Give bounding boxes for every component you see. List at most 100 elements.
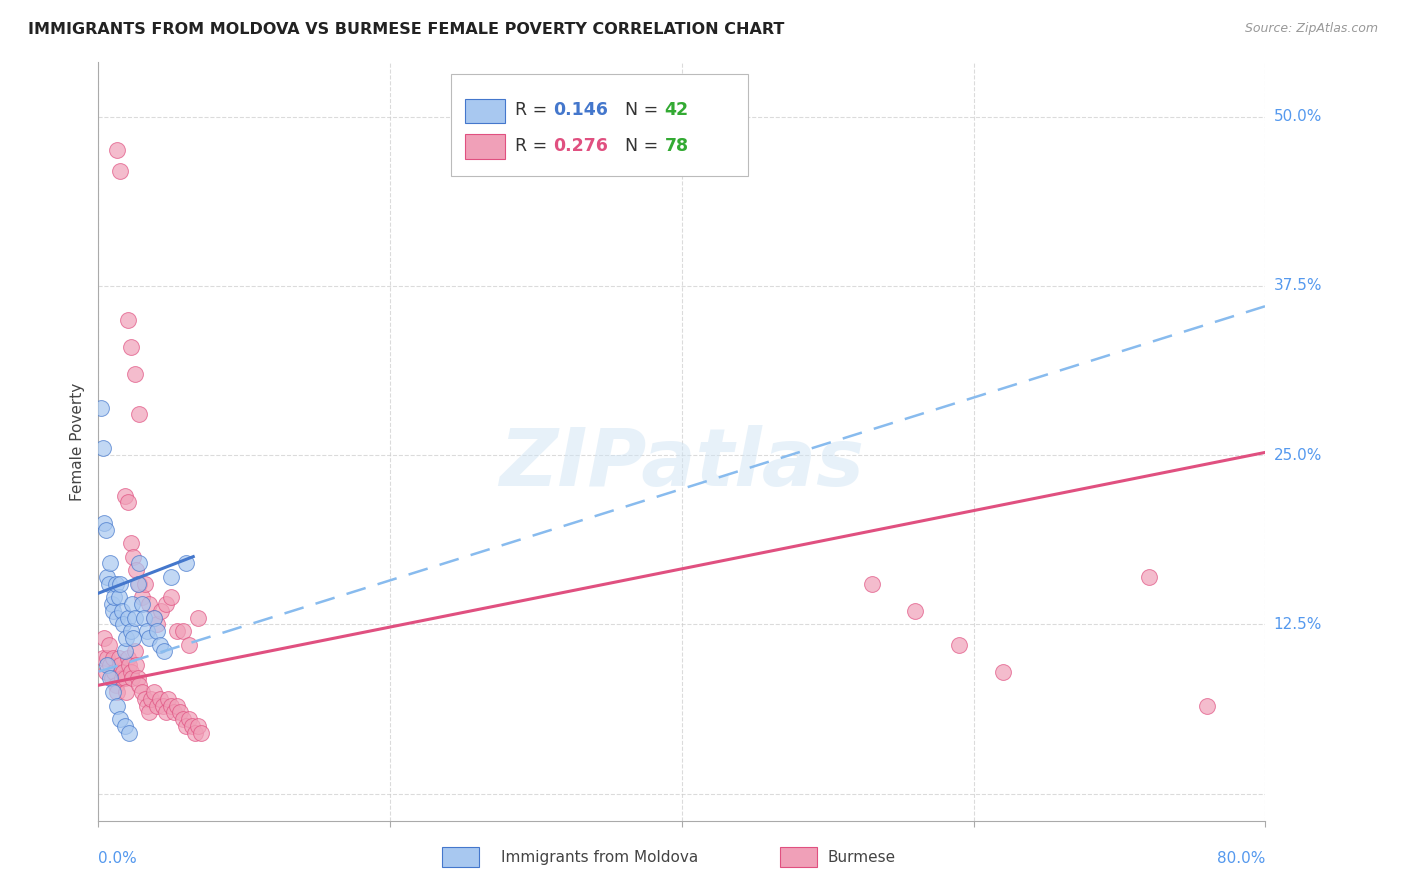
Text: 0.0%: 0.0% — [98, 851, 138, 866]
Point — [904, 604, 927, 618]
Point — [160, 570, 183, 584]
FancyBboxPatch shape — [780, 847, 817, 867]
Point — [138, 597, 160, 611]
Point — [124, 610, 146, 624]
Point — [142, 610, 165, 624]
Point — [991, 665, 1014, 679]
Point — [187, 719, 209, 733]
Point — [117, 651, 139, 665]
Point — [128, 557, 150, 571]
Point — [166, 698, 188, 713]
Text: 78: 78 — [665, 136, 689, 155]
Point — [110, 576, 132, 591]
Point — [157, 691, 180, 706]
Point — [160, 698, 183, 713]
Point — [124, 644, 146, 658]
Text: Source: ZipAtlas.com: Source: ZipAtlas.com — [1244, 22, 1378, 36]
FancyBboxPatch shape — [465, 135, 505, 159]
Text: ZIPatlas: ZIPatlas — [499, 425, 865, 503]
Point — [114, 672, 136, 686]
Point — [120, 665, 142, 679]
Text: R =: R = — [515, 101, 553, 120]
Point — [155, 597, 177, 611]
Point — [96, 651, 118, 665]
Point — [146, 624, 169, 639]
Point — [101, 685, 124, 699]
Point — [948, 638, 970, 652]
Point — [112, 617, 135, 632]
Point — [860, 576, 883, 591]
Text: Immigrants from Moldova: Immigrants from Moldova — [501, 849, 699, 864]
Point — [93, 631, 115, 645]
Point — [117, 312, 139, 326]
Text: 42: 42 — [665, 101, 689, 120]
Point — [104, 576, 127, 591]
Point — [139, 691, 162, 706]
Point — [105, 144, 128, 158]
Point — [103, 591, 125, 605]
Point — [142, 610, 165, 624]
Point — [125, 563, 148, 577]
Point — [180, 719, 202, 733]
Point — [149, 638, 172, 652]
Point — [131, 591, 153, 605]
Point — [166, 624, 188, 639]
Point — [118, 725, 141, 739]
Point — [115, 631, 138, 645]
Point — [190, 725, 212, 739]
Point — [114, 719, 136, 733]
Point — [90, 401, 112, 415]
Point — [105, 610, 128, 624]
Text: 0.276: 0.276 — [554, 136, 609, 155]
Point — [96, 570, 118, 584]
Point — [103, 665, 125, 679]
Point — [91, 442, 114, 456]
Point — [174, 719, 197, 733]
Point — [104, 678, 127, 692]
Point — [149, 691, 172, 706]
Point — [101, 604, 124, 618]
Point — [1195, 698, 1218, 713]
Point — [127, 672, 149, 686]
Text: R =: R = — [515, 136, 553, 155]
Point — [177, 712, 200, 726]
Text: 37.5%: 37.5% — [1274, 278, 1322, 293]
Point — [101, 651, 124, 665]
Point — [172, 712, 194, 726]
Text: 50.0%: 50.0% — [1274, 109, 1322, 124]
Point — [163, 706, 186, 720]
Point — [135, 698, 157, 713]
Point — [128, 576, 150, 591]
Point — [110, 657, 132, 672]
FancyBboxPatch shape — [441, 847, 479, 867]
Point — [94, 523, 117, 537]
Point — [96, 657, 118, 672]
Point — [138, 631, 160, 645]
Point — [128, 408, 150, 422]
Point — [152, 698, 174, 713]
Point — [153, 644, 176, 658]
Point — [118, 657, 141, 672]
Point — [146, 698, 169, 713]
Point — [94, 665, 117, 679]
Point — [108, 591, 131, 605]
Y-axis label: Female Poverty: Female Poverty — [70, 383, 86, 500]
Point — [112, 665, 135, 679]
Point — [105, 698, 128, 713]
Point — [100, 672, 122, 686]
Text: 80.0%: 80.0% — [1218, 851, 1265, 866]
Point — [150, 604, 173, 618]
Point — [128, 678, 150, 692]
Point — [108, 651, 131, 665]
Point — [172, 624, 194, 639]
Point — [93, 516, 115, 530]
Point — [135, 624, 157, 639]
Point — [122, 549, 145, 564]
Text: N =: N = — [614, 136, 664, 155]
Point — [131, 597, 153, 611]
Point — [105, 685, 128, 699]
Point — [111, 604, 134, 618]
Point — [120, 536, 142, 550]
Point — [121, 672, 143, 686]
Text: 12.5%: 12.5% — [1274, 617, 1322, 632]
